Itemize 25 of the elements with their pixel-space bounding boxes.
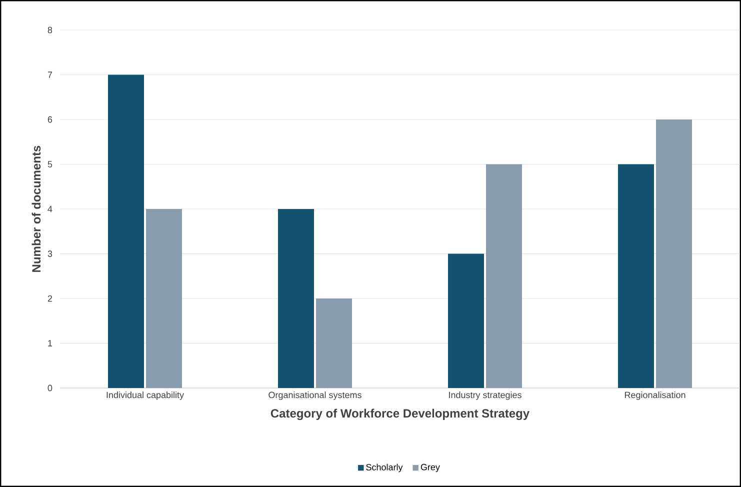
- bar: [448, 254, 484, 388]
- x-tick-label: Individual capability: [106, 392, 184, 400]
- x-axis-title: Category of Workforce Development Strategy: [270, 408, 530, 420]
- y-tick-label: 7: [48, 72, 52, 78]
- y-tick-label: 2: [48, 295, 52, 302]
- bar: [316, 298, 352, 388]
- x-tick-label: Organisational systems: [268, 392, 362, 400]
- y-tick-label: 1: [48, 340, 52, 346]
- y-tick-label: 8: [48, 26, 52, 34]
- bar: [108, 74, 144, 388]
- legend-label: Grey: [420, 464, 440, 472]
- y-tick-label: 3: [48, 250, 52, 257]
- bar: [656, 120, 692, 388]
- bar: [618, 164, 654, 388]
- x-tick-label: Regionalisation: [624, 392, 686, 400]
- bar: [486, 164, 522, 388]
- y-axis-title: Number of documents: [32, 146, 41, 272]
- legend-label: Scholarly: [366, 464, 403, 472]
- y-tick-label: 0: [48, 384, 52, 392]
- bar: [146, 209, 182, 388]
- bar: [278, 209, 314, 388]
- y-tick-label: 6: [48, 116, 52, 123]
- x-tick-label: Industry strategies: [449, 392, 522, 400]
- y-tick-label: 4: [48, 206, 52, 212]
- y-tick-label: 5: [48, 161, 52, 168]
